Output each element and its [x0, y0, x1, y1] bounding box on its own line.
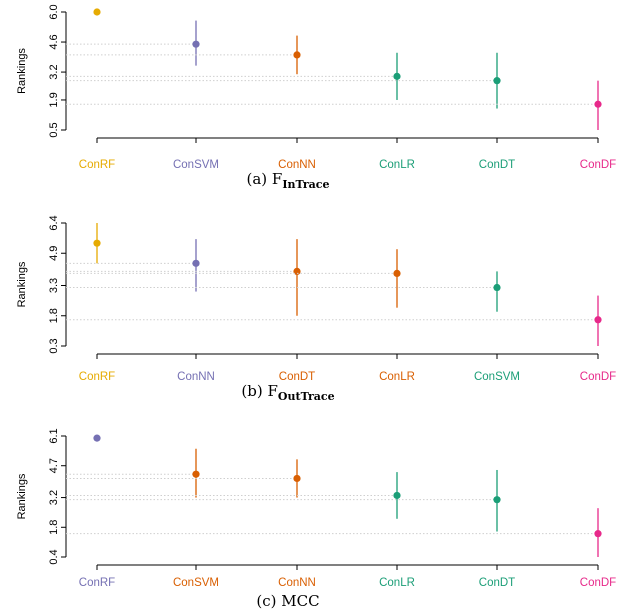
- chart-panel-2: 0.3 1.8 3.3 4.9 6.4 Rankings ConRF ConNN ConDT Co…: [16, 215, 616, 403]
- category-label: ConNN: [177, 371, 215, 383]
- category-label: ConRF: [79, 159, 115, 171]
- mean-point: [493, 496, 501, 504]
- y-tick-label: 3.2: [48, 490, 60, 505]
- category-label: ConDT: [279, 371, 315, 383]
- category-label: ConRF: [79, 371, 115, 383]
- mean-point: [393, 72, 401, 80]
- mean-point: [293, 474, 301, 483]
- y-tick-label: 4.7: [48, 458, 60, 473]
- mean-point: [493, 283, 501, 292]
- y-tick-label: 0.5: [48, 122, 60, 137]
- mean-point: [393, 491, 401, 500]
- mean-point: [493, 77, 501, 85]
- y-tick-label: 6.0: [48, 4, 60, 19]
- y-tick-label: 6.4: [48, 215, 60, 230]
- y-axis-title: Rankings: [16, 473, 28, 519]
- mean-point: [594, 100, 602, 108]
- mean-point: [192, 40, 200, 48]
- chart-caption: (b) FOutTrace: [241, 382, 334, 403]
- category-label: ConSVM: [173, 159, 219, 171]
- mean-point: [594, 316, 602, 324]
- chart-panel-1: 0.5 1.9 3.2 4.6 6.0 Rankings ConRF ConSVM ConNN C…: [16, 4, 616, 191]
- category-label: ConSVM: [474, 371, 520, 383]
- mean-point: [293, 267, 301, 275]
- category-label: ConLR: [379, 159, 415, 171]
- category-label: ConSVM: [173, 577, 219, 589]
- chart-panel-3: 0.4 1.8 3.2 4.7 6.1 Rankings ConRF ConSVM ConNN C…: [16, 428, 616, 610]
- mean-point: [93, 434, 101, 442]
- y-tick-label: 1.8: [48, 308, 60, 323]
- category-label: ConDF: [580, 159, 616, 171]
- category-label: ConDT: [479, 577, 515, 589]
- y-tick-label: 6.1: [48, 428, 60, 443]
- mean-point: [93, 8, 101, 16]
- y-tick-label: 0.3: [48, 338, 60, 353]
- y-axis-title: Rankings: [16, 48, 28, 94]
- y-tick-label: 3.3: [48, 278, 60, 293]
- y-tick-label: 4.6: [48, 34, 60, 49]
- category-label: ConLR: [379, 371, 415, 383]
- chart-caption: (a) FInTrace: [247, 170, 330, 191]
- y-axis-title: Rankings: [16, 261, 28, 307]
- y-tick-label: 1.9: [48, 92, 60, 107]
- mean-point: [192, 470, 200, 478]
- category-label: ConDT: [479, 159, 515, 171]
- chart-caption: (c) MCC: [256, 592, 319, 610]
- category-label: ConDF: [580, 371, 616, 383]
- category-label: ConLR: [379, 577, 415, 589]
- mean-point: [594, 530, 602, 538]
- mean-point: [293, 51, 301, 59]
- category-label: ConNN: [278, 577, 316, 589]
- mean-point: [393, 269, 401, 278]
- category-label: ConNN: [278, 159, 316, 171]
- y-tick-label: 0.4: [48, 549, 60, 564]
- y-tick-label: 3.2: [48, 64, 60, 79]
- mean-point: [192, 259, 200, 267]
- mean-point: [93, 239, 101, 247]
- y-tick-label: 4.9: [48, 246, 60, 261]
- category-label: ConDF: [580, 577, 616, 589]
- category-label: ConRF: [79, 577, 115, 589]
- y-tick-label: 1.8: [48, 520, 60, 535]
